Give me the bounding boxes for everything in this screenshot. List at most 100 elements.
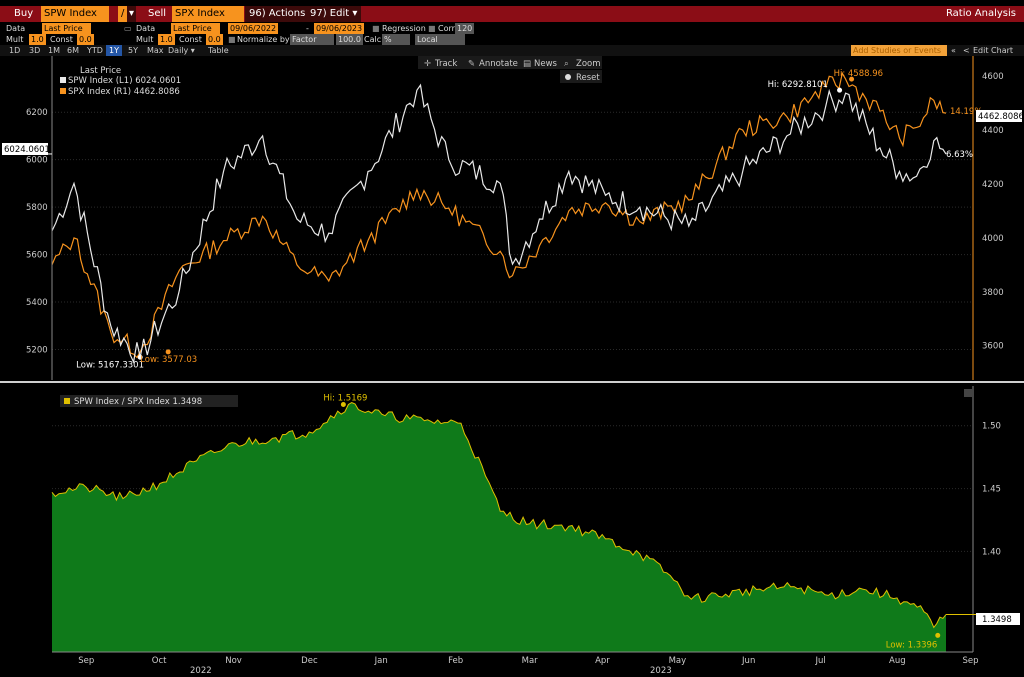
period-3d[interactable]: 3D: [29, 46, 41, 55]
chart-tools: ✛ Track ✎ Annotate ▤ News ⌕ Zoom Reset: [418, 56, 602, 83]
spw-hi-marker: [837, 87, 843, 93]
add-studies-input[interactable]: Add Studies or Events: [851, 45, 947, 56]
year-axis-ticks: 2022 2023: [190, 666, 672, 676]
track-button[interactable]: Track: [434, 59, 457, 69]
reset-bg: [560, 70, 602, 83]
annotate-icon[interactable]: ✎: [468, 59, 475, 69]
corr-label: Corr: [438, 24, 455, 33]
collapse-icon[interactable]: «: [951, 46, 956, 55]
spw-legend-swatch: [60, 77, 66, 83]
spx-low-marker: [165, 349, 171, 355]
share-icon[interactable]: <: [963, 46, 970, 55]
spw-low-label: Low: 5167.3301: [76, 360, 144, 370]
period-1m[interactable]: 1M: [48, 46, 60, 55]
data1-label: Data: [6, 24, 26, 33]
month-tick: Jan: [374, 656, 388, 666]
normalize-checkbox[interactable]: ■: [228, 35, 236, 44]
spw-price-line: [51, 83, 947, 364]
function-title: Ratio Analysis: [945, 8, 1016, 19]
end-date-input[interactable]: 09/06/2023: [314, 23, 365, 34]
command-toolbar: Buy SPW Index / ▾ Sell SPX Index 96) Act…: [0, 6, 1024, 22]
buy-label: Buy: [14, 8, 34, 19]
month-tick: Dec: [301, 656, 318, 666]
normalize-amount-input[interactable]: 100.0: [336, 34, 363, 45]
edit-chart-button[interactable]: Edit Chart: [973, 46, 1014, 55]
period-max[interactable]: Max: [147, 46, 164, 55]
tools-bg: [418, 56, 602, 69]
table-button[interactable]: Table: [208, 46, 229, 55]
spx-change-label: 14.19%: [950, 107, 982, 117]
ratio-tick: 1.40: [982, 547, 1001, 557]
period-5y[interactable]: 5Y: [128, 46, 138, 55]
track-icon[interactable]: ✛: [424, 59, 431, 69]
normalize-label: Normalize by: [237, 35, 290, 44]
zoom-icon[interactable]: ⌕: [564, 59, 569, 69]
mult1-input[interactable]: 1.0: [29, 34, 46, 45]
normalize-select[interactable]: Factor: [290, 34, 334, 45]
mult2-label: Mult: [136, 35, 154, 44]
mult-settings-row: Mult 1.0 Const 0.0 Mult 1.0 Const 0.0 ■ …: [0, 34, 1024, 45]
annotate-button[interactable]: Annotate: [479, 59, 518, 69]
period-1d[interactable]: 1D: [9, 46, 21, 55]
spw-low-marker: [137, 354, 143, 360]
spx-legend-label: SPX Index (R1) 4462.8086: [68, 87, 180, 97]
sell-label: Sell: [148, 8, 167, 19]
swap-button[interactable]: /: [118, 6, 128, 22]
dropdown-toggle[interactable]: ▾: [127, 6, 137, 22]
spw-legend-label: SPW Index (L1) 6024.0601: [68, 76, 181, 86]
month-tick: Apr: [595, 656, 610, 666]
right-tick: 3600: [982, 342, 1004, 352]
currency-select[interactable]: Local: [415, 34, 465, 45]
const2-label: Const: [179, 35, 202, 44]
news-button[interactable]: News: [534, 59, 558, 69]
ratio-line: [51, 402, 947, 629]
month-tick: Jul: [815, 656, 826, 666]
period-ytd[interactable]: YTD: [87, 46, 103, 55]
ratio-legend-bg: [60, 395, 238, 407]
data2-select[interactable]: Last Price: [171, 23, 220, 34]
ratio-hi-marker: [340, 401, 346, 407]
data1-select[interactable]: Last Price: [42, 23, 91, 34]
period-6m[interactable]: 6M: [67, 46, 79, 55]
period-1y[interactable]: 1Y: [106, 45, 122, 56]
spx-hi-marker: [849, 76, 855, 82]
month-tick: Oct: [152, 656, 167, 666]
edit-menu[interactable]: 97) Edit ▾: [306, 6, 362, 22]
left-tick: 5400: [26, 298, 48, 308]
calc-select[interactable]: %: [382, 34, 410, 45]
right-tick: 3800: [982, 288, 1004, 298]
price-legend: Last Price SPW Index (L1) 6024.0601 SPX …: [60, 66, 181, 97]
left-tick: 5200: [26, 346, 48, 356]
ratio-area-fill: [52, 402, 946, 652]
date-separator: -: [306, 24, 309, 33]
reset-button[interactable]: Reset: [576, 73, 600, 83]
corr-input[interactable]: 120: [455, 23, 475, 34]
right-tick: 4400: [982, 126, 1004, 136]
buy-ticker-input[interactable]: SPW Index: [41, 6, 109, 22]
news-icon[interactable]: ▤: [523, 59, 531, 69]
ratio-low-marker: [935, 632, 941, 638]
left-axis-ticks: 6200 6000 5800 5600 5400 5200: [26, 108, 48, 355]
month-tick: Nov: [225, 656, 242, 666]
year-tick: 2022: [190, 666, 212, 676]
corr-checkbox[interactable]: ■: [428, 24, 436, 33]
sell-ticker-input[interactable]: SPX Index: [172, 6, 244, 22]
left-tick: 6000: [26, 156, 48, 166]
const1-input[interactable]: 0.0: [77, 34, 94, 45]
regression-checkbox[interactable]: ■: [372, 24, 380, 33]
month-tick: Feb: [448, 656, 463, 666]
spx-price-line: [51, 71, 947, 359]
calc-label: Calc: [364, 35, 382, 44]
const2-input[interactable]: 0.0: [206, 34, 223, 45]
panel-menu-icon[interactable]: [964, 389, 972, 397]
month-tick: Jun: [741, 656, 755, 666]
frequency-select[interactable]: Daily ▾: [168, 46, 195, 55]
reset-icon[interactable]: [565, 74, 571, 80]
actions-menu[interactable]: 96) Actions ▾: [245, 6, 318, 22]
zoom-button[interactable]: Zoom: [576, 59, 601, 69]
ratio-low-label: Low: 1.3396: [886, 640, 938, 650]
spx-low-label: Low: 3577.03: [140, 355, 197, 365]
start-date-input[interactable]: 09/06/2022: [228, 23, 279, 34]
mult2-input[interactable]: 1.0: [158, 34, 175, 45]
